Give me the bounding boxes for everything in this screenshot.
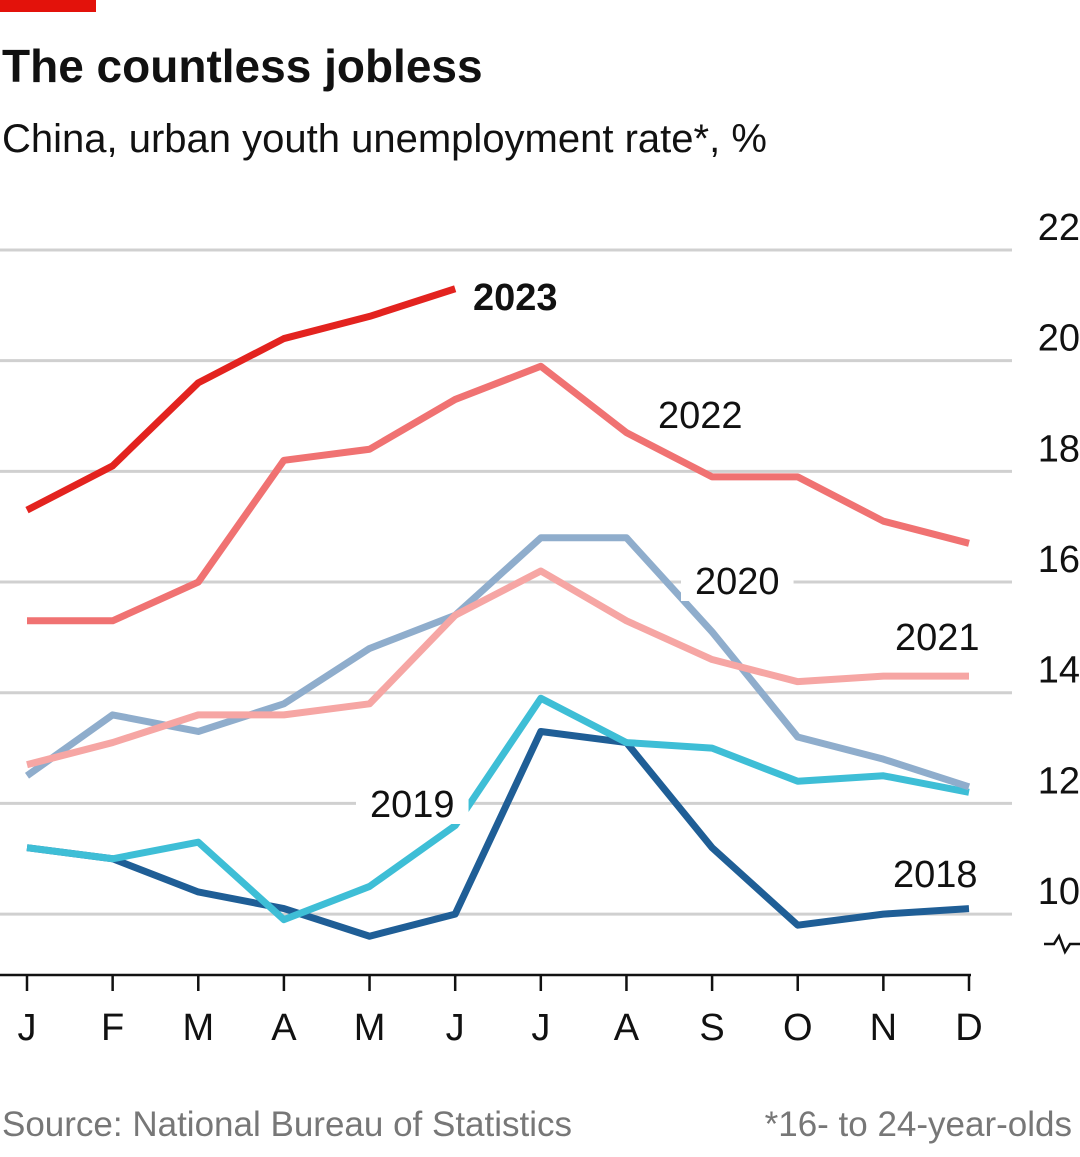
series-label: 2023	[473, 277, 558, 319]
y-tick-label: 16	[1038, 539, 1080, 581]
series-label: 2022	[658, 395, 743, 437]
series-line	[26, 567, 969, 769]
x-tick-label: M	[182, 1007, 214, 1049]
chart-title: The countless jobless	[2, 40, 483, 92]
x-tick-label: N	[870, 1007, 897, 1049]
y-tick-label: 12	[1038, 760, 1080, 802]
x-tick-label: S	[699, 1007, 724, 1049]
x-tick-label: O	[783, 1007, 813, 1049]
x-tick-label: F	[101, 1007, 124, 1049]
x-tick-label: A	[271, 1007, 297, 1049]
y-tick-label: 20	[1038, 318, 1080, 360]
series-label: 2020	[695, 561, 780, 603]
series-line	[26, 727, 970, 940]
y-tick-label: 10	[1038, 871, 1080, 913]
y-tick-label: 22	[1038, 207, 1080, 249]
series-line	[26, 694, 970, 924]
x-tick-label: M	[354, 1007, 386, 1049]
footnote: *16- to 24-year-olds	[765, 1105, 1072, 1144]
axis-break	[1044, 933, 1080, 955]
series-label: 2018	[893, 854, 978, 896]
series-line	[24, 534, 971, 791]
series-label: 2021	[895, 617, 980, 659]
x-tick-label: J	[531, 1007, 550, 1049]
x-tick-label: D	[955, 1007, 982, 1049]
source: Source: National Bureau of Statistics	[2, 1105, 572, 1144]
label-background	[681, 563, 794, 601]
label-background	[356, 786, 469, 824]
accent-bar	[0, 0, 96, 12]
x-tick-label: J	[18, 1007, 37, 1049]
series-line	[27, 362, 970, 625]
y-tick-label: 18	[1038, 428, 1080, 470]
chart-subtitle: China, urban youth unemployment rate*, %	[2, 117, 767, 161]
x-tick-label: J	[446, 1007, 465, 1049]
series-label: 2019	[370, 784, 455, 826]
y-tick-label: 14	[1038, 650, 1080, 692]
x-tick-label: A	[614, 1007, 640, 1049]
series-line	[25, 285, 457, 514]
